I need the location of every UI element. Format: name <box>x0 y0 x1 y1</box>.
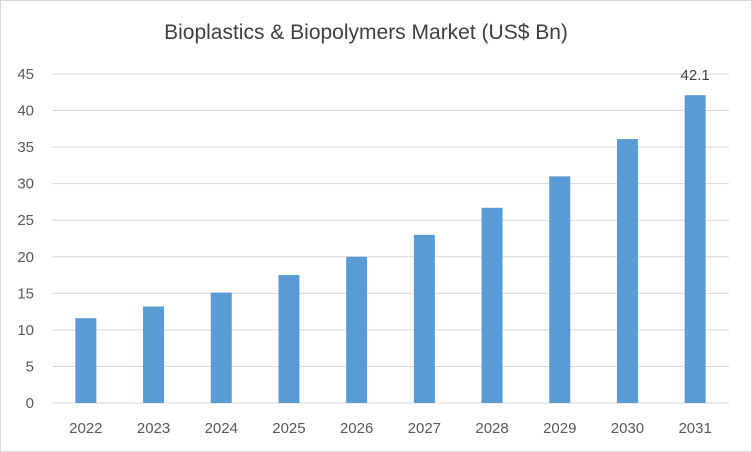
y-tick-label: 5 <box>26 358 34 375</box>
y-tick-label: 30 <box>17 176 34 193</box>
bar-2028 <box>481 207 503 403</box>
bar-2027 <box>413 234 435 403</box>
bar-2031 <box>684 95 706 404</box>
x-tick-label: 2025 <box>272 420 305 437</box>
bar-2022 <box>75 318 97 403</box>
bar-2026 <box>346 256 368 403</box>
chart-title: Bioplastics & Biopolymers Market (US$ Bn… <box>164 21 568 44</box>
y-tick-label: 20 <box>17 249 34 266</box>
gridlines <box>52 73 729 404</box>
y-tick-label: 0 <box>26 395 34 412</box>
x-tick-label: 2026 <box>340 420 373 437</box>
bar-2030 <box>616 139 638 403</box>
x-tick-label: 2031 <box>678 420 711 437</box>
y-tick-label: 45 <box>17 66 34 83</box>
x-tick-label: 2024 <box>205 420 238 437</box>
x-tick-label: 2029 <box>543 420 576 437</box>
y-tick-label: 10 <box>17 322 34 339</box>
x-tick-label: 2022 <box>69 420 102 437</box>
bar-2025 <box>278 275 300 403</box>
bar-2029 <box>549 176 571 403</box>
bar-series <box>75 95 706 404</box>
x-tick-label: 2023 <box>137 420 170 437</box>
data-labels: 42.1 <box>681 67 710 84</box>
bar-2023 <box>143 306 165 403</box>
x-axis-tick-labels: 2022 2023 2024 2025 2026 2027 2028 2029 2030 2031 <box>69 420 712 437</box>
x-tick-label: 2028 <box>475 420 508 437</box>
x-tick-label: 2027 <box>408 420 441 437</box>
y-tick-label: 25 <box>17 212 34 229</box>
x-tick-label: 2030 <box>611 420 644 437</box>
bar-2024 <box>210 292 232 403</box>
data-label-2031: 42.1 <box>681 67 710 84</box>
y-tick-label: 35 <box>17 139 34 156</box>
y-axis-tick-labels: 0 5 10 15 20 25 30 35 40 45 <box>17 66 34 412</box>
y-tick-label: 40 <box>17 103 34 120</box>
y-tick-label: 15 <box>17 285 34 302</box>
